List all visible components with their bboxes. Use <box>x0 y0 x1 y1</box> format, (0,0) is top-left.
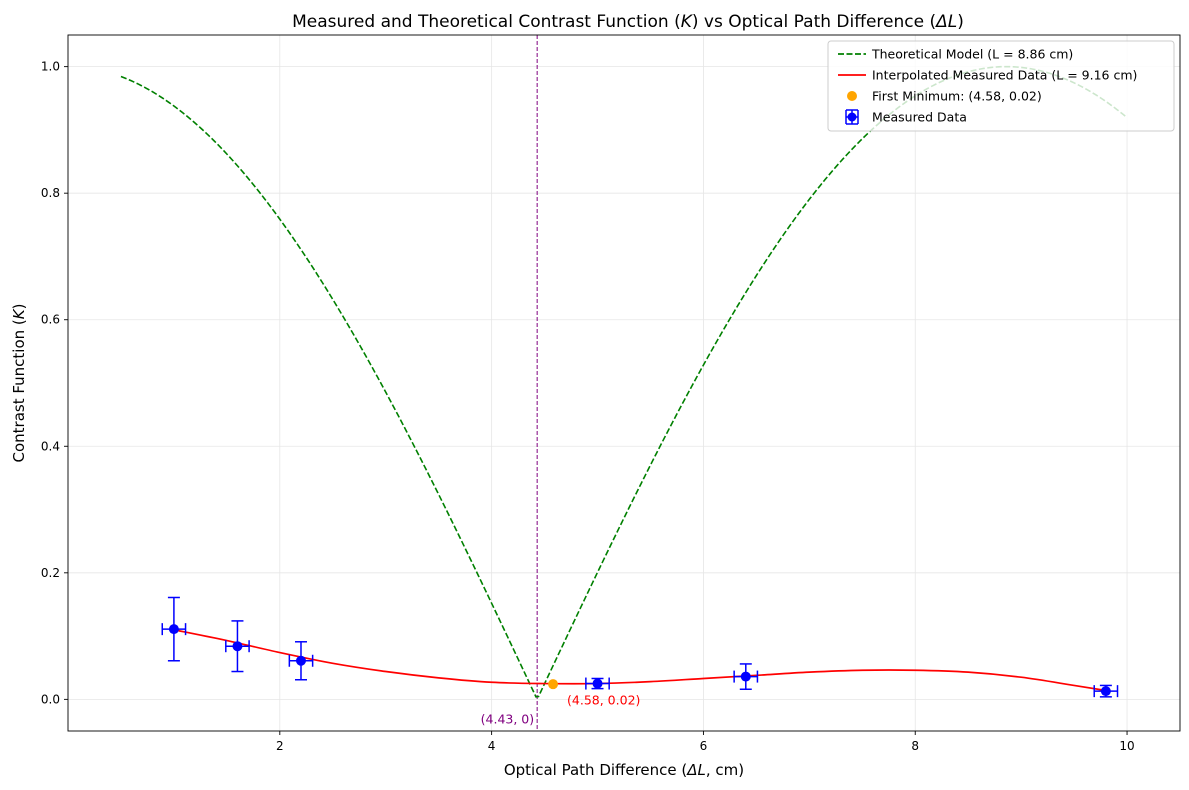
legend-label: First Minimum: (4.58, 0.02) <box>872 89 1042 104</box>
axes: 2 4 6 8 10 0.0 0.2 0.4 0.6 0.8 1.0 <box>41 60 1135 753</box>
legend-handle-marker <box>847 91 857 101</box>
legend-label: Theoretical Model (L = 8.86 cm) <box>871 47 1073 62</box>
x-tick-label: 6 <box>700 739 708 753</box>
measured-data-marker <box>232 641 243 652</box>
measured-data-marker <box>1100 686 1111 697</box>
y-tick-label: 0.0 <box>41 692 60 706</box>
plot-frame <box>67 34 1181 732</box>
annotation-vertical-line: (4.43, 0) <box>481 711 535 726</box>
interpolated-measured-line <box>173 628 1107 692</box>
theoretical-model-line <box>120 65 1128 698</box>
x-tick-label: 8 <box>911 739 919 753</box>
y-tick-label: 0.4 <box>41 439 60 453</box>
measured-data-point <box>225 620 250 673</box>
measured-data-point <box>161 596 187 662</box>
grid <box>68 35 1180 731</box>
chart-title: Measured and Theoretical Contrast Functi… <box>292 12 964 32</box>
measured-data-point <box>1093 684 1119 698</box>
x-tick-label: 2 <box>276 739 284 753</box>
plot-area: (4.43, 0) (4.58, 0.02) <box>120 35 1128 731</box>
measured-data-point <box>585 677 610 690</box>
legend-box <box>827 40 1175 132</box>
measured-data-marker <box>740 671 751 682</box>
measured-data-marker <box>592 678 603 689</box>
y-tick-label: 0.8 <box>41 186 60 200</box>
legend-handle-marker <box>847 112 857 122</box>
legend-label: Measured Data <box>872 110 967 125</box>
y-tick-label: 1.0 <box>41 60 60 74</box>
x-axis-title: Optical Path Difference (ΔL, cm) <box>504 761 744 779</box>
legend-label: Interpolated Measured Data (L = 9.16 cm) <box>872 68 1137 83</box>
x-tick-label: 4 <box>488 739 496 753</box>
measured-data-marker <box>295 655 306 666</box>
annotation-first-minimum: (4.58, 0.02) <box>567 693 640 708</box>
measured-data-marker <box>168 624 179 635</box>
y-axis-title: Contrast Function (K) <box>10 304 28 463</box>
x-tick-label: 10 <box>1119 739 1134 753</box>
first-minimum-point <box>548 679 559 690</box>
legend: Theoretical Model (L = 8.86 cm) Interpola… <box>827 40 1175 132</box>
y-tick-label: 0.6 <box>41 313 60 327</box>
y-tick-label: 0.2 <box>41 566 60 580</box>
measured-data-point <box>288 641 314 681</box>
measured-data-point <box>733 663 759 690</box>
